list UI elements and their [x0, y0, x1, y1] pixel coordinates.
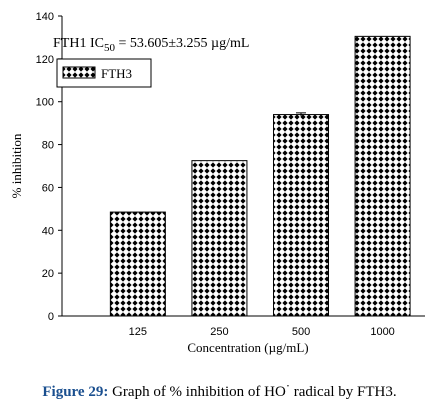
figure-caption: Figure 29: Graph of % inhibition of HO· … — [0, 379, 439, 401]
caption-superscript: · — [285, 379, 290, 393]
ic50-annotation: FTH1 IC50 = 53.605±3.255 µg/mL — [53, 36, 249, 54]
bar-250 — [191, 160, 248, 317]
legend-swatch — [62, 66, 96, 79]
x-tick-label: 1000 — [370, 326, 394, 338]
legend: FTH3 — [56, 58, 152, 88]
y-tick-label: 40 — [42, 225, 54, 237]
x-tick-label: 500 — [292, 326, 310, 338]
bars — [109, 35, 411, 317]
y-tick-label: 120 — [36, 54, 54, 66]
y-tick-label: 80 — [42, 140, 54, 152]
y-axis-label: % inhibition — [9, 133, 24, 198]
x-ticks: 125 250 500 1000 — [129, 326, 395, 338]
bar-1000 — [354, 35, 411, 317]
ic50-subscript: 50 — [104, 42, 116, 54]
y-tick-label: 60 — [42, 182, 54, 194]
caption-tail: radical by FTH3. — [289, 384, 397, 400]
bar-chart: 0 20 40 60 80 100 120 140 125 250 500 1000 % inhib… — [9, 11, 425, 355]
legend-entry-fth3: FTH3 — [101, 66, 132, 81]
y-tick-label: 20 — [42, 268, 54, 280]
y-tick-label: 0 — [48, 311, 54, 323]
caption-lead: Figure 29: — [42, 384, 109, 400]
caption-text: Graph of % inhibition of HO — [108, 384, 286, 400]
error-bar-500 — [296, 112, 307, 117]
bar-125 — [109, 211, 166, 317]
y-tick-label: 100 — [36, 97, 54, 109]
x-tick-label: 250 — [210, 326, 228, 338]
x-tick-label: 125 — [129, 326, 147, 338]
x-axis-label: Concentration (µg/mL) — [187, 340, 308, 355]
y-tick-label: 140 — [36, 11, 54, 23]
y-ticks: 0 20 40 60 80 100 120 140 — [36, 11, 62, 323]
bar-500 — [273, 114, 330, 317]
